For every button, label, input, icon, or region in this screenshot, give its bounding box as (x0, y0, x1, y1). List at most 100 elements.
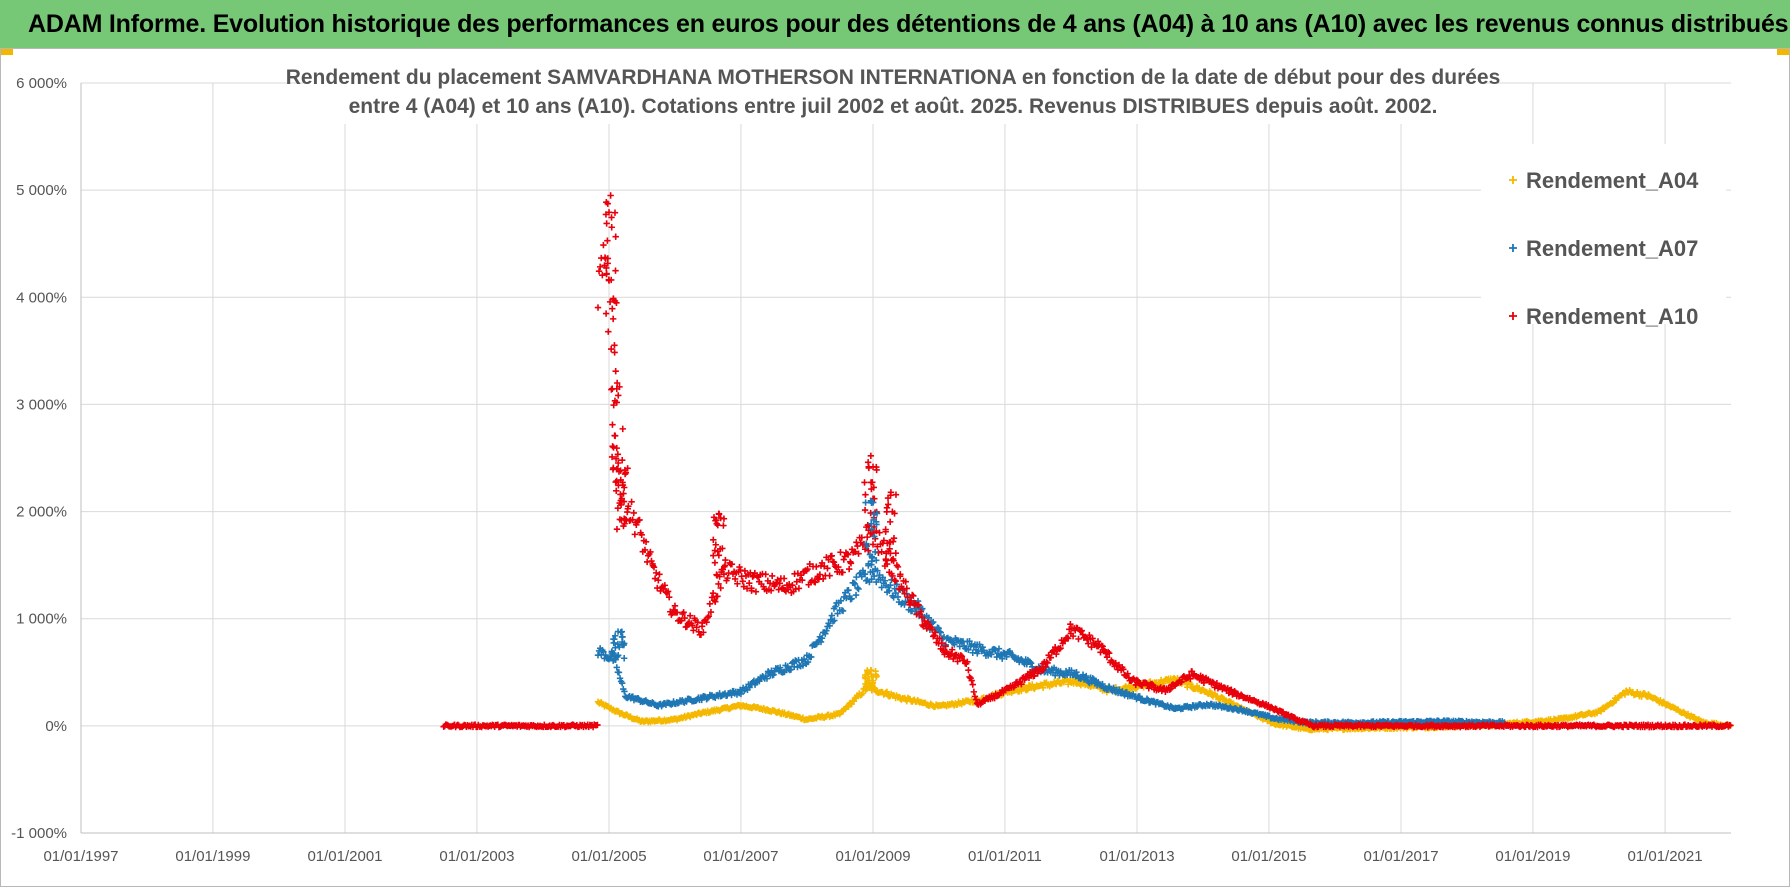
data-point-rendement-a10 (855, 550, 862, 557)
data-point-rendement-a07 (613, 664, 620, 671)
data-point-rendement-a10 (780, 575, 788, 582)
data-point-rendement-a10 (617, 501, 625, 509)
data-point-rendement-a10 (839, 569, 846, 576)
data-point-rendement-a10 (1148, 681, 1156, 688)
data-point-rendement-a07 (1083, 672, 1090, 680)
data-point-rendement-a04 (859, 690, 866, 697)
data-point-rendement-a10 (739, 578, 746, 585)
data-point-rendement-a07 (892, 589, 899, 597)
data-point-rendement-a10 (845, 565, 853, 573)
data-point-rendement-a10 (636, 516, 643, 524)
data-point-rendement-a07 (966, 637, 973, 645)
data-point-rendement-a07 (828, 612, 836, 619)
data-point-rendement-a10 (878, 548, 885, 556)
data-point-rendement-a07 (935, 624, 942, 632)
data-point-rendement-a10 (970, 688, 978, 696)
data-point-rendement-a07 (870, 572, 878, 580)
data-point-rendement-a10 (1031, 672, 1038, 679)
data-point-rendement-a10 (734, 580, 741, 587)
y-tick-label: 5 000% (16, 182, 67, 199)
data-point-rendement-a07 (746, 684, 753, 691)
data-point-rendement-a07 (615, 652, 622, 659)
data-point-rendement-a10 (847, 560, 855, 567)
legend-marker (1509, 244, 1517, 252)
data-point-rendement-a07 (873, 510, 881, 517)
data-point-rendement-a10 (880, 537, 888, 544)
data-point-rendement-a10 (609, 385, 616, 392)
data-point-rendement-a10 (865, 463, 872, 470)
data-point-rendement-a10 (611, 397, 619, 404)
data-point-rendement-a10 (762, 571, 769, 578)
data-point-rendement-a10 (603, 270, 610, 278)
y-tick-label: 3 000% (16, 396, 67, 413)
data-point-rendement-a10 (616, 516, 624, 523)
data-point-rendement-a10 (917, 608, 925, 615)
data-point-rendement-a10 (775, 586, 782, 593)
data-point-rendement-a10 (767, 587, 775, 594)
data-point-rendement-a07 (901, 601, 908, 608)
data-point-rendement-a10 (612, 368, 619, 375)
data-point-rendement-a10 (830, 558, 838, 566)
data-point-rendement-a07 (979, 643, 986, 651)
data-point-rendement-a10 (797, 572, 805, 579)
data-point-rendement-a07 (763, 675, 771, 682)
data-point-rendement-a10 (710, 514, 718, 521)
data-point-rendement-a10 (1727, 722, 1734, 729)
data-point-rendement-a10 (612, 233, 619, 240)
data-point-rendement-a07 (737, 690, 745, 698)
data-point-rendement-a10 (768, 572, 776, 580)
data-point-rendement-a07 (1003, 653, 1010, 660)
data-point-rendement-a07 (951, 641, 958, 648)
data-point-rendement-a10 (897, 571, 904, 578)
data-point-rendement-a07 (908, 607, 916, 615)
data-point-rendement-a10 (715, 552, 723, 559)
data-point-rendement-a07 (1027, 659, 1035, 667)
data-point-rendement-a10 (706, 600, 714, 607)
data-point-rendement-a10 (700, 629, 707, 636)
data-point-rendement-a10 (616, 383, 623, 391)
data-point-rendement-a07 (620, 655, 628, 662)
data-point-rendement-a07 (874, 567, 881, 574)
data-point-rendement-a10 (665, 594, 673, 601)
data-point-rendement-a07 (871, 548, 879, 556)
data-point-rendement-a10 (690, 627, 697, 634)
data-point-rendement-a10 (915, 601, 922, 609)
data-point-rendement-a10 (610, 464, 617, 472)
data-point-rendement-a07 (616, 643, 623, 651)
data-point-rendement-a10 (638, 531, 645, 539)
data-point-rendement-a10 (713, 520, 720, 527)
data-point-rendement-a10 (793, 578, 800, 585)
data-point-rendement-a10 (1124, 670, 1131, 677)
data-point-rendement-a10 (831, 562, 839, 570)
data-point-rendement-a10 (620, 490, 627, 497)
data-point-rendement-a10 (876, 529, 883, 536)
data-point-rendement-a10 (889, 508, 896, 515)
data-point-rendement-a04 (1064, 681, 1072, 688)
data-point-rendement-a07 (610, 639, 617, 647)
data-point-rendement-a07 (619, 680, 626, 687)
legend-box (1481, 144, 1726, 324)
data-point-rendement-a04 (850, 697, 858, 705)
data-point-rendement-a10 (910, 592, 917, 599)
data-point-rendement-a10 (710, 552, 717, 559)
data-point-rendement-a10 (1103, 653, 1111, 661)
data-point-rendement-a10 (884, 540, 891, 547)
data-point-rendement-a10 (795, 585, 803, 592)
data-point-rendement-a10 (1166, 686, 1173, 693)
data-point-rendement-a10 (903, 585, 911, 592)
legend-label: Rendement_A04 (1526, 168, 1699, 193)
data-point-rendement-a07 (788, 660, 796, 667)
data-point-rendement-a10 (1145, 685, 1152, 692)
data-point-rendement-a10 (620, 484, 628, 491)
data-point-rendement-a10 (858, 534, 866, 541)
data-point-rendement-a10 (1056, 645, 1063, 653)
data-point-rendement-a10 (1200, 679, 1208, 686)
data-point-rendement-a10 (947, 650, 955, 658)
data-point-rendement-a10 (813, 563, 820, 570)
data-point-rendement-a10 (1097, 649, 1104, 656)
data-point-rendement-a10 (869, 479, 876, 486)
data-point-rendement-a10 (923, 625, 930, 632)
data-point-rendement-a10 (728, 561, 736, 568)
data-point-rendement-a10 (642, 538, 650, 545)
data-point-rendement-a07 (878, 584, 885, 591)
